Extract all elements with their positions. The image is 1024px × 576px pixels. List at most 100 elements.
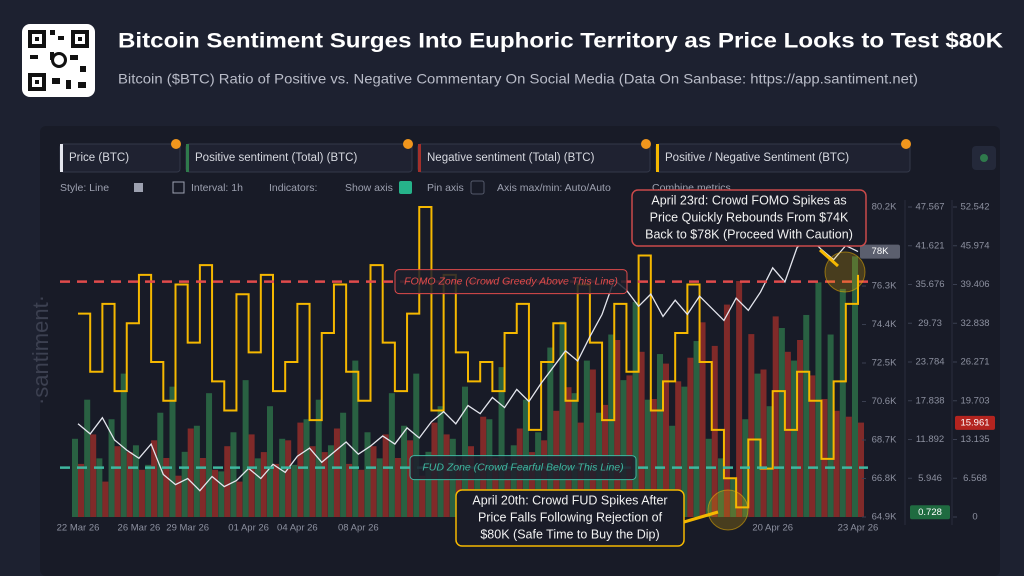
bar xyxy=(267,406,273,517)
y-tick-label: 74.4K xyxy=(872,319,897,330)
bar xyxy=(358,469,365,517)
control[interactable]: Pin axis xyxy=(427,182,464,194)
reference-label: FUD Zone (Crowd Fearful Below This Line) xyxy=(422,461,623,473)
y-tick-label: 26.271 xyxy=(960,357,989,368)
bar xyxy=(285,440,292,517)
bar xyxy=(333,428,340,517)
bar xyxy=(297,422,304,517)
color-swatch[interactable] xyxy=(134,183,143,192)
reference-label-box xyxy=(409,455,637,481)
annotation-text: April 23rd: Crowd FOMO Spikes as xyxy=(651,193,846,207)
y-tick-label: 76.3K xyxy=(872,281,897,292)
x-tick-label: 23 Apr 26 xyxy=(838,523,879,534)
y-tick-label: 13.135 xyxy=(960,434,989,445)
x-tick-label: 29 Mar 26 xyxy=(166,523,209,534)
value-badge-label: 0.728 xyxy=(918,507,942,518)
bar xyxy=(760,369,767,517)
bar xyxy=(669,425,676,517)
bar xyxy=(193,425,200,517)
checkbox[interactable] xyxy=(470,180,485,195)
bar xyxy=(547,347,554,517)
x-tick-label: 01 Apr 26 xyxy=(228,523,269,534)
bar xyxy=(650,398,657,517)
bar xyxy=(419,475,426,517)
bar xyxy=(510,445,517,517)
highlight-circle xyxy=(707,489,749,531)
control[interactable]: Indicators: xyxy=(269,182,317,194)
y-tick-label: 45.974 xyxy=(960,240,989,251)
bar xyxy=(321,452,328,517)
control[interactable]: Axis max/min: Auto/Auto xyxy=(497,182,611,194)
bar xyxy=(425,451,432,517)
bar xyxy=(90,434,97,517)
bar xyxy=(717,458,724,517)
chart-title: Bitcoin Sentiment Surges Into Euphoric T… xyxy=(118,30,1003,53)
control[interactable]: Show axis xyxy=(345,182,393,194)
watermark: ·santiment· xyxy=(28,295,53,405)
bar xyxy=(291,464,298,517)
ratio-line xyxy=(78,206,859,509)
bar xyxy=(126,452,133,517)
y-tick-label: 80.2K xyxy=(872,202,897,213)
bar xyxy=(559,321,566,517)
bar xyxy=(571,393,578,517)
bar xyxy=(212,469,219,517)
chart-subtitle: Bitcoin ($BTC) Ratio of Positive vs. Neg… xyxy=(118,71,918,87)
qr-code xyxy=(22,24,95,97)
bar xyxy=(132,445,139,517)
bar xyxy=(157,412,164,517)
status-dot xyxy=(980,154,988,162)
price-line xyxy=(77,236,859,492)
bar xyxy=(675,381,682,517)
legend-entry: Positive sentiment (Total) (BTC) xyxy=(195,152,357,164)
bar xyxy=(96,458,103,517)
bar xyxy=(803,314,810,517)
bar xyxy=(138,469,145,517)
x-tick-label: 22 Mar 26 xyxy=(57,523,100,534)
bar xyxy=(413,373,420,517)
bar xyxy=(583,360,590,517)
bar xyxy=(730,477,737,517)
bar xyxy=(218,471,225,517)
bar xyxy=(254,458,261,517)
tab-badge xyxy=(901,139,911,149)
bar xyxy=(626,375,633,517)
y-tick-label: 17.838 xyxy=(915,395,944,406)
tab-stripe xyxy=(60,144,63,172)
y-tick-label: 52.542 xyxy=(960,202,989,213)
y-tick-label: 19.703 xyxy=(960,395,989,406)
annotation-text: Price Falls Following Rejection of xyxy=(478,510,663,524)
y-tick-label: 5.946 xyxy=(918,473,942,484)
bar xyxy=(620,380,627,517)
bar xyxy=(657,354,663,517)
bar xyxy=(382,434,389,517)
legend-entry: Price (BTC) xyxy=(69,152,129,164)
legend-entry: Negative sentiment (Total) (BTC) xyxy=(427,152,595,164)
reference-label-box xyxy=(394,269,628,295)
bar xyxy=(589,369,596,517)
overlay: 22 Mar 26 26 Mar 26 29 Mar 26 01 Apr 26 04 A… xyxy=(57,189,995,547)
bar xyxy=(279,438,286,517)
tab-stripe xyxy=(418,144,421,172)
control[interactable]: Interval: 1h xyxy=(191,182,243,194)
bar xyxy=(120,373,127,517)
y-tick-label: 35.676 xyxy=(915,279,944,290)
bar xyxy=(766,406,773,517)
bar xyxy=(565,387,572,517)
bar xyxy=(791,360,798,517)
annotation-text: Price Quickly Rebounds From $74K xyxy=(650,210,849,224)
bar xyxy=(260,452,267,517)
bar xyxy=(858,422,864,517)
plot xyxy=(72,206,864,517)
checkbox[interactable] xyxy=(399,181,412,194)
bar xyxy=(754,373,761,517)
annotation-box xyxy=(455,489,685,547)
bar xyxy=(236,481,243,517)
bar xyxy=(394,457,401,517)
bar xyxy=(778,328,785,517)
bar xyxy=(340,412,347,517)
bar xyxy=(352,360,359,517)
control[interactable]: Style: Line xyxy=(60,182,109,194)
metric-tabs: Price (BTC) Positive sentiment (Total) (… xyxy=(59,139,996,173)
bar xyxy=(468,446,474,517)
